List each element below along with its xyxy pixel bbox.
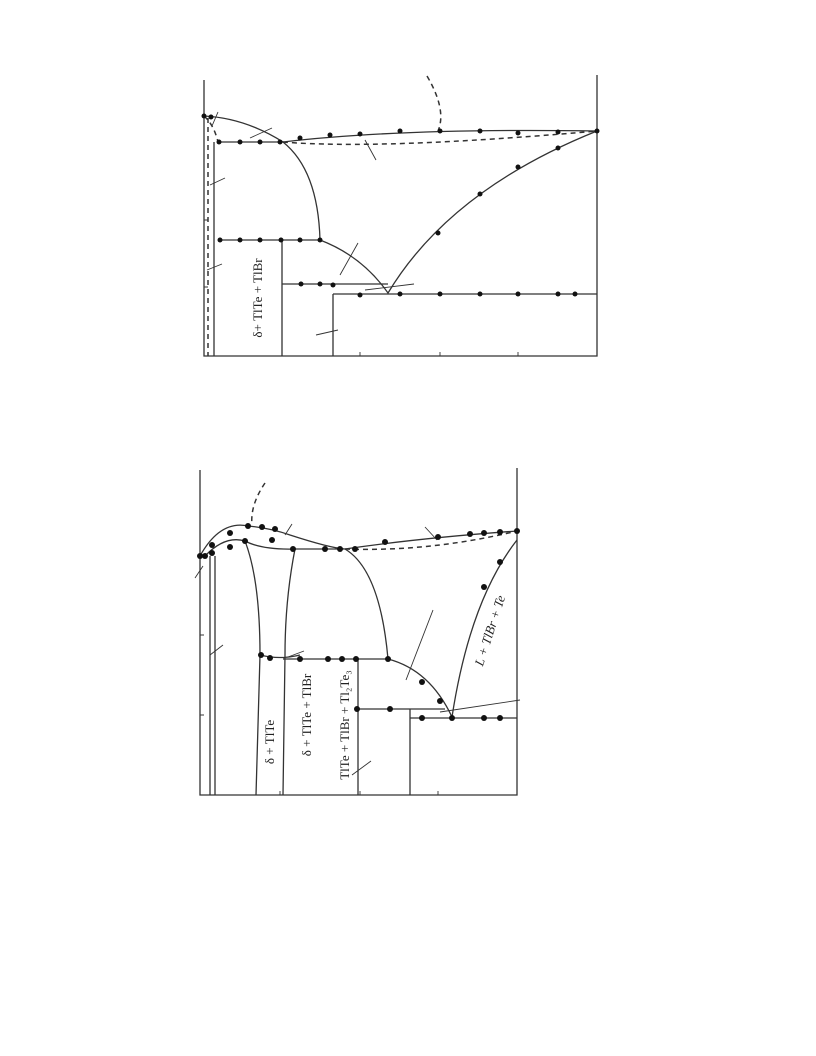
points: [201, 113, 600, 298]
pointers: [194, 523, 521, 776]
phase-lines: [209, 540, 517, 796]
phase-label: δ + TlTe: [262, 720, 277, 765]
points: [197, 523, 520, 721]
liquidus: [203, 115, 598, 143]
ticks: [200, 554, 439, 795]
phase-label: TlTe + TlBr + Tl₂Te₃: [337, 670, 352, 780]
bottom-diagram: δ + TlTe δ + TlTe + TlBr TlTe + TlBr + T…: [194, 468, 521, 796]
frame: [203, 75, 598, 357]
top-diagram: δ+ TlTe + TlBr: [201, 75, 600, 357]
pointers: [206, 111, 415, 336]
phase-label: δ+ TlTe + TlBr: [250, 258, 265, 338]
phase-label: L + TlBr + Te: [471, 593, 508, 668]
phase-label: δ + TlTe + TlBr: [299, 673, 314, 756]
phase-lines: [213, 130, 598, 356]
dashed-lines: [203, 75, 598, 356]
dashed-lines: [251, 482, 518, 551]
ticks: [204, 219, 519, 356]
